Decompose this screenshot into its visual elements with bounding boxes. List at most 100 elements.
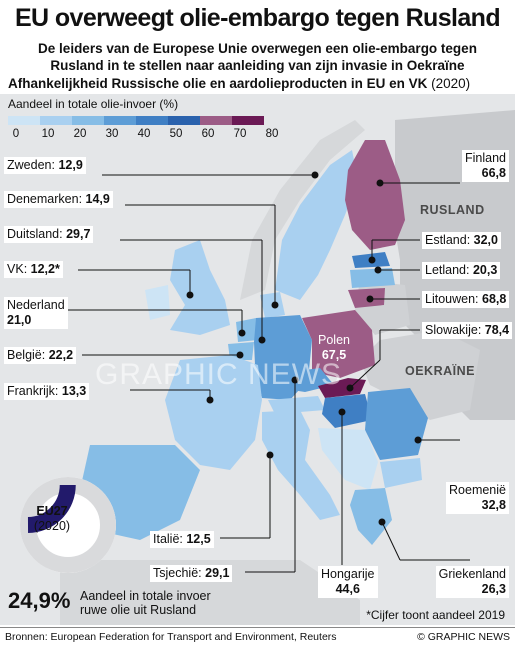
donut-eu-share xyxy=(27,484,76,533)
legend-title: Aandeel in totale olie-invoer (%) xyxy=(8,97,179,111)
country-label-belgie: België: 22,2 xyxy=(4,347,77,364)
balkans-region xyxy=(318,428,378,490)
country-name: Griekenland xyxy=(438,567,506,581)
donut-center-label: EU27 (2020) xyxy=(30,504,74,534)
north-africa-region xyxy=(60,560,360,625)
country-label-estland: Estland: 32,0 xyxy=(422,232,501,249)
eu-share-value: 24,9% xyxy=(8,588,71,613)
country-label-zweden: Zweden: 12,9 xyxy=(4,157,86,174)
country-label-frankrijk: Frankrijk: 13,3 xyxy=(4,383,90,400)
legend-tick: 30 xyxy=(105,128,119,140)
watermark: GRAPHIC NEWS xyxy=(95,358,343,391)
country-label-denemarken: Denemarken: 14,9 xyxy=(4,191,113,208)
sweden-region xyxy=(275,150,358,300)
country-value: 14,9 xyxy=(85,192,110,206)
romania-region xyxy=(365,388,428,460)
country-name: Roemenië xyxy=(449,483,506,497)
country-name: België xyxy=(7,348,42,362)
country-name: Tsjechië xyxy=(153,566,199,580)
legend-color-bar xyxy=(8,116,264,125)
donut-label-year: (2020) xyxy=(33,519,71,533)
country-value: 21,0 xyxy=(7,313,32,327)
country-label-vk: VK: 12,2* xyxy=(4,261,63,278)
country-name: Nederland xyxy=(7,298,65,312)
ukraine-label: OEKRAÏNE xyxy=(405,364,475,378)
country-value: 68,8 xyxy=(482,292,507,306)
country-label-tsjechie: Tsjechië: 29,1 xyxy=(150,565,233,582)
legend-swatch-6 xyxy=(200,116,232,125)
eu-share-description: Aandeel in totale invoer ruwe olie uit R… xyxy=(80,589,211,617)
footer: Bronnen: European Federation for Transpo… xyxy=(0,627,515,647)
subtitle-line-2: Rusland in te stellen naar aanleiding va… xyxy=(50,58,465,73)
finland-region xyxy=(345,140,405,250)
source-text: Bronnen: European Federation for Transpo… xyxy=(5,631,337,643)
country-name: Denemarken xyxy=(7,192,79,206)
map-heading-year: (2020) xyxy=(431,76,471,91)
russia-label: RUSLAND xyxy=(420,203,485,217)
europe-map xyxy=(0,94,515,625)
country-name: Zweden xyxy=(7,158,52,172)
ukraine-region xyxy=(360,330,480,420)
country-value: 29,1 xyxy=(205,566,230,580)
country-label-nederland: Nederland 21,0 xyxy=(4,297,68,329)
slovakia-region xyxy=(318,378,366,398)
footnote: *Cijfer toont aandeel 2019 xyxy=(366,608,505,622)
eu-share-donut xyxy=(20,477,116,573)
norway-region xyxy=(240,120,365,300)
france-region xyxy=(165,355,262,470)
country-label-slowakije: Slowakije: 78,4 xyxy=(422,322,513,339)
country-name: Frankrijk xyxy=(7,384,55,398)
legend-tick: 10 xyxy=(41,128,55,140)
country-name: Estland xyxy=(425,233,467,247)
country-value: 29,7 xyxy=(66,227,91,241)
page-title: EU overweegt olie-embargo tegen Rusland xyxy=(14,4,501,32)
poland-region xyxy=(302,310,375,378)
hungary-region xyxy=(322,394,372,428)
map-heading: Afhankelijkheid Russische olie en aardol… xyxy=(8,76,470,91)
eu-share-description-line: Aandeel in totale invoer xyxy=(80,589,211,603)
eu-share-description-line: ruwe olie uit Rusland xyxy=(80,603,197,617)
country-value: 66,8 xyxy=(481,166,506,180)
country-name: Polen xyxy=(318,333,350,347)
greece-region xyxy=(350,488,392,545)
page-subtitle: De leiders van de Europese Unie overwege… xyxy=(0,40,515,74)
leader-lines xyxy=(62,171,470,573)
country-value: 12,2* xyxy=(30,262,60,276)
subtitle-line-1: De leiders van de Europese Unie overwege… xyxy=(38,41,477,56)
legend-swatch-1 xyxy=(40,116,72,125)
country-name: VK xyxy=(7,262,24,276)
ireland-region xyxy=(145,285,170,320)
country-name: Hongarije xyxy=(321,567,375,581)
country-value: 32,0 xyxy=(473,233,498,247)
country-value: 78,4 xyxy=(484,323,510,337)
legend-tick: 60 xyxy=(201,128,215,140)
latvia-region xyxy=(350,268,395,288)
country-name: Italië xyxy=(153,532,180,546)
lithuania-region xyxy=(348,288,385,308)
country-value: 67,5 xyxy=(321,348,347,362)
country-value: 12,9 xyxy=(58,158,83,172)
austria-region xyxy=(268,396,325,414)
legend-ticks: 0 10 20 30 40 50 60 70 80 xyxy=(0,128,300,142)
copyright-text: © GRAPHIC NEWS xyxy=(417,631,510,643)
legend-swatch-3 xyxy=(104,116,136,125)
legend-swatch-7 xyxy=(232,116,264,125)
country-value: 20,3 xyxy=(472,263,498,277)
country-label-griekenland: Griekenland 26,3 xyxy=(435,566,509,598)
country-value: 26,3 xyxy=(481,582,506,596)
legend-swatch-0 xyxy=(8,116,40,125)
bulgaria-region xyxy=(380,458,422,488)
legend-swatch-4 xyxy=(136,116,168,125)
legend-swatch-2 xyxy=(72,116,104,125)
uk-region xyxy=(170,240,230,335)
country-name: Litouwen xyxy=(425,292,476,306)
country-value: 32,8 xyxy=(481,498,506,512)
country-label-litouwen: Litouwen: 68,8 xyxy=(422,291,510,308)
country-label-italie: Italië: 12,5 xyxy=(150,531,214,548)
country-label-duitsland: Duitsland: 29,7 xyxy=(4,226,94,243)
legend-tick: 70 xyxy=(233,128,247,140)
legend-tick: 20 xyxy=(73,128,87,140)
country-value: 44,6 xyxy=(335,582,360,596)
country-label-roemenie: Roemenië 32,8 xyxy=(446,482,509,514)
